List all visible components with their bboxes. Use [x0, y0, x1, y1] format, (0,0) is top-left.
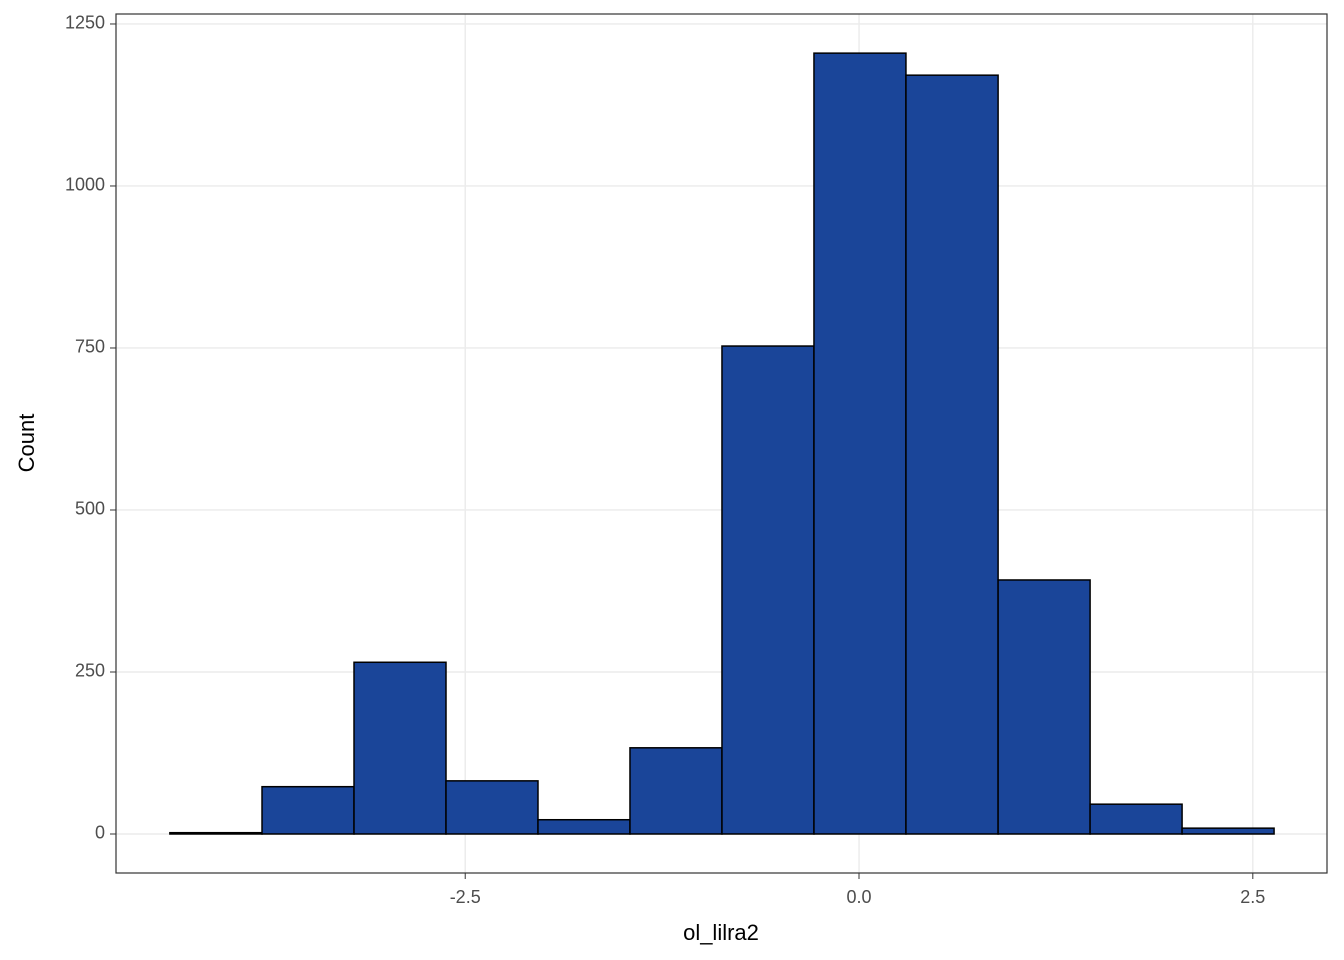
y-tick-label: 250 — [75, 661, 105, 681]
y-tick-label: 1250 — [65, 13, 105, 33]
histogram-bar — [353, 661, 447, 835]
histogram-bar — [1181, 827, 1275, 835]
y-tick-label: 1000 — [65, 175, 105, 195]
x-tick-label: -2.5 — [450, 887, 481, 907]
histogram-bar — [813, 52, 907, 835]
histogram-bar — [537, 818, 631, 835]
y-tick-label: 750 — [75, 337, 105, 357]
histogram-bar — [445, 780, 539, 835]
histogram-bar — [169, 831, 263, 835]
histogram-bar — [905, 74, 999, 835]
x-axis-title: ol_lilra2 — [683, 920, 759, 945]
histogram-bar — [261, 785, 355, 835]
histogram-bar — [721, 345, 815, 835]
x-tick-label: 2.5 — [1240, 887, 1265, 907]
y-tick-label: 0 — [95, 823, 105, 843]
y-tick-label: 500 — [75, 499, 105, 519]
y-axis-title: Count — [14, 414, 39, 473]
x-tick-label: 0.0 — [846, 887, 871, 907]
histogram-bar — [1089, 803, 1183, 835]
histogram-bar — [997, 579, 1091, 835]
plot-border — [115, 13, 1328, 874]
histogram-bar — [629, 747, 723, 835]
